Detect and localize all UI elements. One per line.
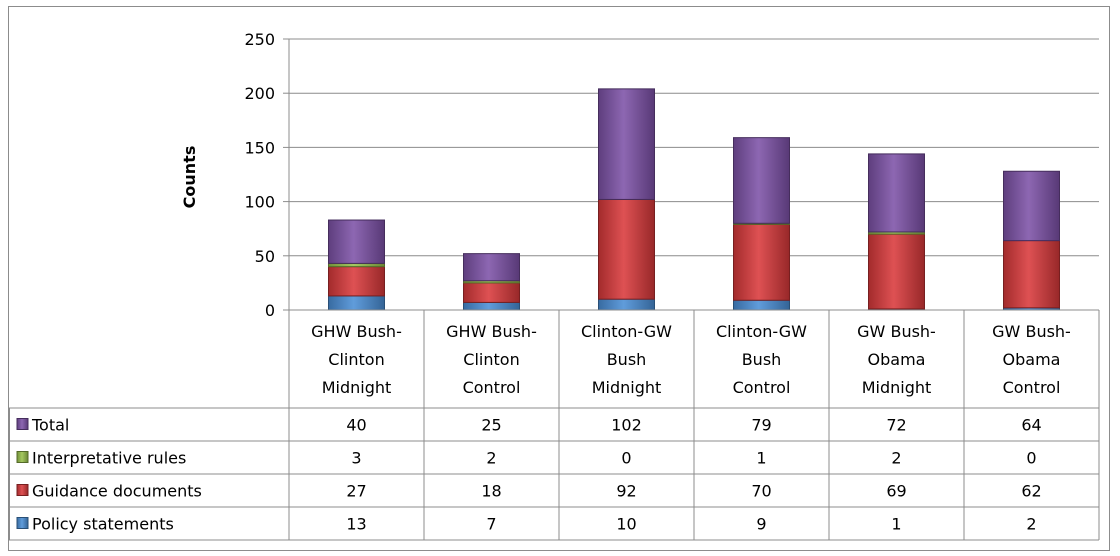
bars xyxy=(328,88,1060,311)
row-label-total: Total xyxy=(31,416,69,435)
category-label: Clinton xyxy=(463,350,519,369)
bar-policy-statements-4 xyxy=(733,299,790,311)
bar-total-5 xyxy=(868,153,925,233)
category-label: Control xyxy=(463,378,521,397)
table-cell: 7 xyxy=(486,515,496,534)
table-cell: 25 xyxy=(481,416,501,435)
table-cell: 1 xyxy=(891,515,901,534)
legend-key-total xyxy=(16,418,29,430)
table-cell: 92 xyxy=(616,482,636,501)
category-label: Midnight xyxy=(862,378,932,397)
bar-guidance-documents-4 xyxy=(733,223,790,301)
category-label: Clinton-GW xyxy=(716,322,807,341)
table-cell: 0 xyxy=(621,449,631,468)
category-label: Bush xyxy=(742,350,782,369)
table-cell: 70 xyxy=(751,482,771,501)
chart-frame: 0 50 100 150 200 250 GHW Bush- Clinton Midnight… xyxy=(8,6,1110,551)
table-cell: 40 xyxy=(346,416,366,435)
category-label: Control xyxy=(733,378,791,397)
category-label: Clinton-GW xyxy=(581,322,672,341)
table-cell: 10 xyxy=(616,515,636,534)
y-tick-label: 250 xyxy=(244,30,275,49)
table-cell: 102 xyxy=(611,416,642,435)
category-label: GHW Bush- xyxy=(446,322,537,341)
category-label: Obama xyxy=(868,350,926,369)
table-cell: 62 xyxy=(1021,482,1041,501)
bar-policy-statements-1 xyxy=(328,295,385,311)
row-label-policy-statements: Policy statements xyxy=(32,515,174,534)
table-cell: 64 xyxy=(1021,416,1041,435)
y-tick-label: 50 xyxy=(255,247,275,266)
row-label-guidance-documents: Guidance documents xyxy=(32,482,202,501)
y-tick-label: 100 xyxy=(244,193,275,212)
y-tick-label: 150 xyxy=(244,138,275,157)
bar-total-1 xyxy=(328,219,385,264)
y-tick-label: 200 xyxy=(244,84,275,103)
data-table: GHW Bush- Clinton Midnight GHW Bush- Clinton… xyxy=(9,309,1100,541)
category-label: Bush xyxy=(607,350,647,369)
bar-total-2 xyxy=(463,253,520,282)
y-axis-title: Counts xyxy=(180,146,199,209)
bar-guidance-documents-2 xyxy=(463,282,520,303)
table-cell: 79 xyxy=(751,416,771,435)
table-cell: 2 xyxy=(486,449,496,468)
gridlines xyxy=(289,38,1099,311)
category-label: Midnight xyxy=(592,378,662,397)
bar-total-4 xyxy=(733,137,790,224)
bar-guidance-documents-3 xyxy=(598,198,655,300)
table-cell: 69 xyxy=(886,482,906,501)
bar-guidance-documents-5 xyxy=(868,233,925,310)
category-label: GW Bush- xyxy=(857,322,936,341)
legend-key-interpretative-rules xyxy=(16,451,29,463)
bar-total-6 xyxy=(1003,170,1060,242)
table-cell: 72 xyxy=(886,416,906,435)
table-cell: 18 xyxy=(481,482,501,501)
y-axis: 0 50 100 150 200 250 xyxy=(244,30,290,320)
category-label: Clinton xyxy=(328,350,384,369)
table-cell: 27 xyxy=(346,482,366,501)
legend-key-policy-statements xyxy=(16,517,29,529)
table-cell: 2 xyxy=(1026,515,1036,534)
bar-guidance-documents-6 xyxy=(1003,240,1060,309)
table-cell: 2 xyxy=(891,449,901,468)
bar-policy-statements-3 xyxy=(598,298,655,311)
bar-total-3 xyxy=(598,88,655,200)
y-tick-label: 0 xyxy=(265,301,275,320)
category-label: Midnight xyxy=(322,378,392,397)
category-label: Obama xyxy=(1003,350,1061,369)
table-cell: 13 xyxy=(346,515,366,534)
legend-key-guidance-documents xyxy=(16,484,29,496)
table-cell: 0 xyxy=(1026,449,1036,468)
bar-guidance-documents-1 xyxy=(328,266,385,297)
category-label: GW Bush- xyxy=(992,322,1071,341)
row-label-interpretative-rules: Interpretative rules xyxy=(32,449,186,468)
table-cell: 3 xyxy=(351,449,361,468)
table-cell: 9 xyxy=(756,515,766,534)
bar-policy-statements-2 xyxy=(463,301,520,311)
table-cell: 1 xyxy=(756,449,766,468)
category-label: Control xyxy=(1003,378,1061,397)
category-label: GHW Bush- xyxy=(311,322,402,341)
